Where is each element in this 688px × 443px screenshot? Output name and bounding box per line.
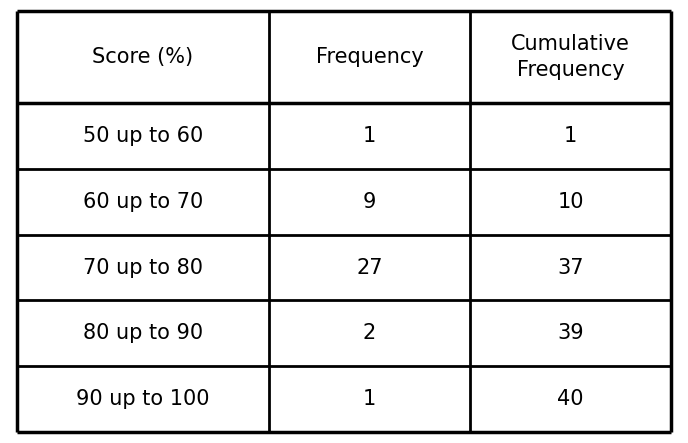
Text: 60 up to 70: 60 up to 70 <box>83 192 203 212</box>
Text: Frequency: Frequency <box>316 47 423 67</box>
Text: 70 up to 80: 70 up to 80 <box>83 257 203 277</box>
Text: 9: 9 <box>363 192 376 212</box>
Text: 2: 2 <box>363 323 376 343</box>
Text: 80 up to 90: 80 up to 90 <box>83 323 203 343</box>
Text: 1: 1 <box>564 126 577 146</box>
Text: 40: 40 <box>557 389 583 409</box>
Text: 27: 27 <box>356 257 383 277</box>
Text: 37: 37 <box>557 257 583 277</box>
Text: 1: 1 <box>363 389 376 409</box>
Text: 10: 10 <box>557 192 583 212</box>
Text: Score (%): Score (%) <box>92 47 193 67</box>
Text: 1: 1 <box>363 126 376 146</box>
Text: 39: 39 <box>557 323 584 343</box>
Text: Cumulative
Frequency: Cumulative Frequency <box>511 34 630 80</box>
Text: 90 up to 100: 90 up to 100 <box>76 389 210 409</box>
Text: 50 up to 60: 50 up to 60 <box>83 126 203 146</box>
